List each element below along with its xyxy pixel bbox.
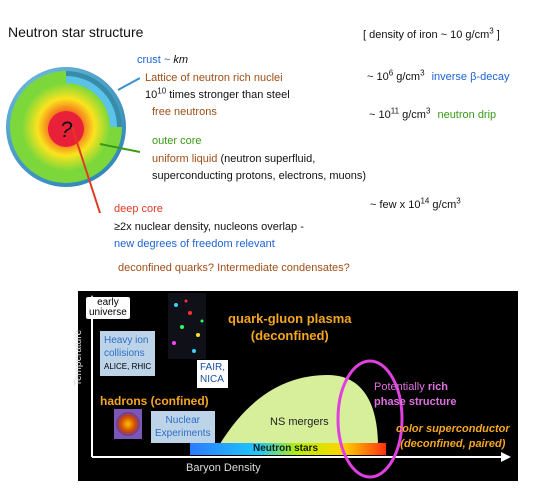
early-universe-label: early universe — [86, 297, 130, 319]
y-axis-label: Temperature — [73, 329, 84, 386]
nuclear-experiments-box: Nuclear Experiments — [151, 411, 215, 443]
iron-density-note: [ density of iron ~ 10 g/cm3 ] — [363, 26, 500, 42]
collision-event-image — [168, 293, 206, 359]
deep-core-line-1: ≥2x nuclear density, nucleons overlap - — [114, 221, 304, 233]
inverse-beta-decay-label: inverse β-decay — [431, 71, 510, 83]
deep-core-line-2: new degrees of freedom relevant — [114, 238, 275, 250]
ns-mergers-label: NS mergers — [270, 416, 329, 428]
density-deep-core: ~ few x 1014 g/cm3 — [370, 196, 461, 211]
iron-density-text: [ density of iron ~ 10 g/cm — [363, 29, 490, 41]
question-mark-icon: ? — [60, 117, 73, 142]
deep-core-label: deep core — [114, 203, 163, 215]
phase-diagram-graphics — [87, 293, 511, 479]
neutron-star-illustration: ? — [6, 67, 140, 187]
heavy-ion-labs: ALICE, RHIC — [104, 362, 152, 371]
qcd-phase-diagram: early universe Temperature quark-gluon p… — [73, 291, 518, 481]
fair-nica-box: FAIR, NICA — [197, 360, 229, 388]
color-superconductor-label: color superconductor (deconfined, paired… — [396, 423, 510, 450]
crust-label: crust ~ km — [137, 54, 189, 66]
density-neutron-drip: ~ 1011 g/cm3 neutron drip — [369, 106, 497, 121]
neutron-drip-label: neutron drip — [437, 109, 497, 121]
crust-unit: km — [173, 54, 189, 66]
x-axis-label: Baryon Density — [186, 462, 261, 474]
rich-phase-label: Potentially rich phase structure — [374, 381, 457, 408]
outer-core-line-2: superconducting protons, electrons, muon… — [152, 170, 367, 182]
hadrons-label: hadrons (confined) — [100, 394, 209, 408]
crust-line-1: Lattice of neutron rich nuclei — [145, 72, 283, 84]
density-inverse-beta: ~ 106 g/cm3 inverse β-decay — [367, 68, 510, 83]
qgp-label: quark-gluon plasma (deconfined) — [228, 311, 352, 343]
outer-core-line-1: uniform liquid (neutron superfluid, — [152, 153, 316, 165]
outer-core-label: outer core — [152, 135, 202, 147]
iron-density-suffix: ] — [493, 29, 500, 41]
rich-phase-ellipse — [336, 359, 404, 479]
neutron-stars-label: Neutron stars — [253, 443, 319, 454]
iron-density-exp: 3 — [489, 26, 494, 36]
deep-core-pointer — [71, 126, 101, 214]
crust-line-3: free neutrons — [152, 106, 217, 118]
crust-pointer-line — [117, 77, 140, 91]
heavy-ion-box: Heavy ion collisions ALICE, RHIC — [100, 331, 156, 376]
crust-line-2: 1010 times stronger than steel — [145, 86, 290, 101]
deep-core-line-3: deconfined quarks? Intermediate condensa… — [118, 262, 350, 274]
x-axis-arrow-icon — [501, 452, 511, 462]
deep-core-pointer-line — [71, 126, 101, 214]
ns-mergers-region — [218, 375, 378, 447]
outer-core-pointer-line — [99, 143, 140, 153]
neutron-stars-bar — [190, 443, 386, 455]
page-title: Neutron star structure — [8, 24, 144, 40]
